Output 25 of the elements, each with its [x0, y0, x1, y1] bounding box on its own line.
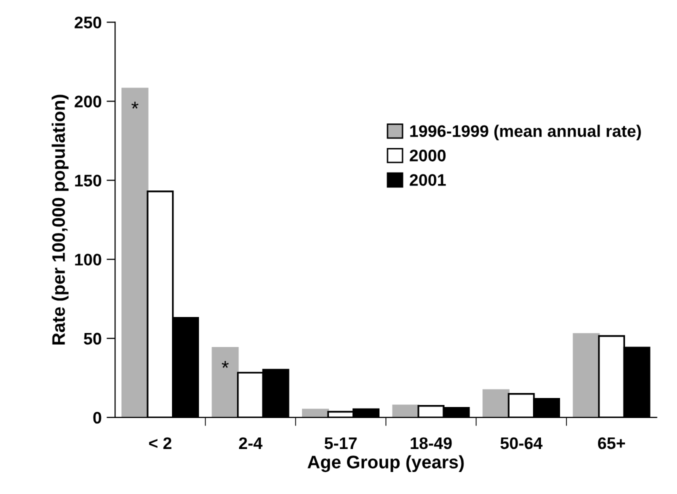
y-tick-label: 100 [75, 254, 102, 266]
y-tick-label: 150 [75, 174, 102, 187]
bar [121, 88, 148, 418]
x-tick-label: 65+ [598, 437, 626, 450]
y-tick-label: 50 [84, 332, 102, 345]
x-tick-label: < 2 [149, 437, 172, 449]
y-tick-label: 0 [93, 412, 102, 424]
bar [212, 347, 239, 418]
bar [302, 408, 329, 418]
x-tick-label: 18-49 [410, 437, 452, 450]
annotation: * [131, 102, 138, 109]
bar [392, 404, 420, 418]
legend-label: 2000 [410, 150, 446, 162]
y-axis-title: Rate (per 100,000 population) [52, 94, 69, 345]
x-tick-label: 50-64 [500, 437, 543, 450]
y-tick-label: 200 [74, 96, 102, 108]
legend-label: 2001 [410, 174, 446, 186]
x-tick-label: 5-17 [324, 437, 357, 450]
bar [572, 333, 600, 418]
legend-label: 1996-1999 (mean annual rate) [410, 124, 641, 140]
x-tick-label: 2-4 [239, 437, 262, 449]
y-tick-label: 250 [74, 16, 102, 28]
bar [482, 389, 510, 418]
annotation: * [222, 361, 229, 368]
x-axis-title: Age Group (years) [308, 455, 464, 472]
